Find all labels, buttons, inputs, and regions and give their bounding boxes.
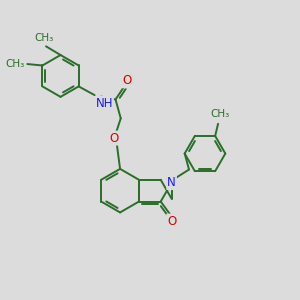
Text: O: O	[122, 74, 132, 87]
Text: CH₃: CH₃	[6, 59, 25, 69]
Text: O: O	[110, 132, 119, 145]
Text: N: N	[167, 176, 176, 189]
Text: NH: NH	[95, 97, 113, 110]
Text: CH₃: CH₃	[34, 32, 53, 43]
Text: O: O	[167, 214, 176, 227]
Text: CH₃: CH₃	[210, 110, 229, 119]
